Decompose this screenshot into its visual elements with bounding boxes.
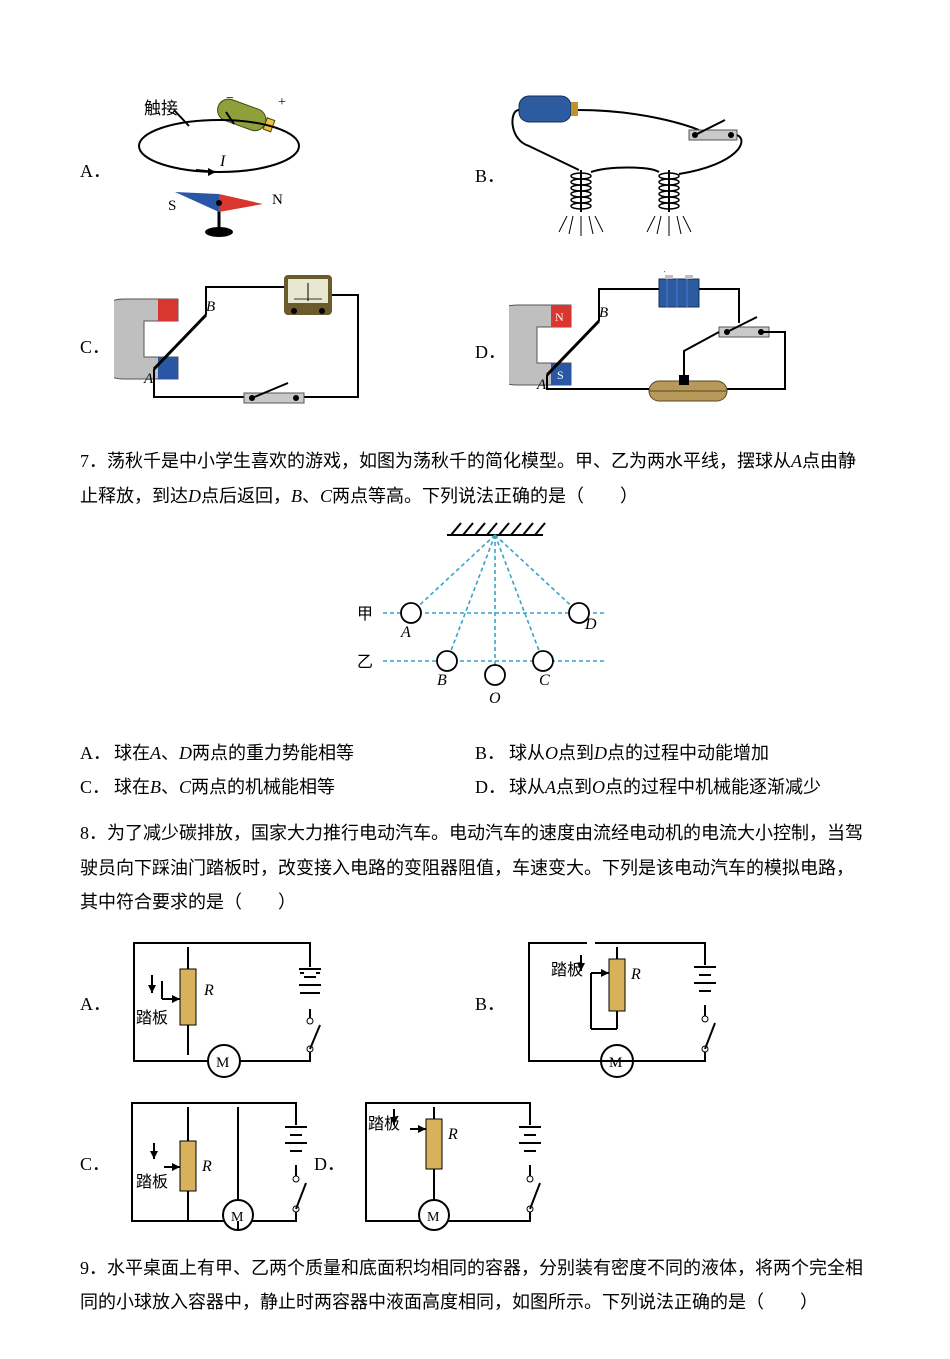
q7-sep: 、 xyxy=(302,486,320,506)
q6-A-figure: − + 触接 I xyxy=(114,90,324,251)
q7: 7．荡秋千是中小学生喜欢的游戏，如图为荡秋千的简化模型。甲、乙为两水平线，摆球从… xyxy=(80,444,870,512)
pedal-D: 踏板 xyxy=(368,1115,400,1133)
q8-C-circuit: 踏板 R M xyxy=(114,1089,314,1239)
q8-opt-C: C． 踏板 R M xyxy=(80,1089,314,1239)
q6-C-figure: A B xyxy=(114,271,374,422)
q7-options: A．球在A、D两点的重力势能相等 B．球从O点到D点的过程中动能增加 C．球在B… xyxy=(80,736,870,804)
q7-figure: 甲 乙 A D B C O xyxy=(80,521,870,722)
q6-row2: C． A B xyxy=(80,271,870,432)
page: A． − + 触接 xyxy=(0,0,950,1359)
q8-number: 8． xyxy=(80,823,107,843)
q6-A-label: A． xyxy=(80,154,114,188)
q6-D-figure: N S A B + xyxy=(509,271,809,432)
q8-row1: A． xyxy=(80,929,870,1079)
svg-text:N: N xyxy=(555,310,564,324)
q7-A: A xyxy=(791,451,802,471)
plus-label: + xyxy=(278,95,286,110)
level-jia: 甲 xyxy=(357,606,373,623)
q8-opt-D: D． 踏板 R M xyxy=(314,1089,548,1239)
current-I: I xyxy=(219,153,226,170)
rod-A: A xyxy=(143,371,154,387)
M-D: M xyxy=(427,1210,440,1225)
q8-A-circuit: 踏板 R M xyxy=(114,929,334,1079)
svg-text:S: S xyxy=(557,368,564,382)
q7-opt-D: D．球从A点到O点的过程中机械能逐渐减少 xyxy=(475,770,870,804)
q6-option-A: A． − + 触接 xyxy=(80,90,475,251)
pedal-B: 踏板 xyxy=(551,961,583,979)
R-C: R xyxy=(201,1158,212,1175)
q9-number: 9． xyxy=(80,1258,107,1278)
q8-text: 为了减少碳排放，国家大力推行电动汽车。电动汽车的速度由流经电动机的电流大小控制，… xyxy=(80,823,863,911)
q7-opt-C: C．球在B、C两点的机械能相等 xyxy=(80,770,475,804)
q7-text-pre: 荡秋千是中小学生喜欢的游戏，如图为荡秋千的简化模型。甲、乙为两水平线，摆球从 xyxy=(107,451,791,471)
q6-option-C: C． A B xyxy=(80,271,475,422)
q6-B-label: B． xyxy=(475,159,509,193)
q6-C-label: C． xyxy=(80,330,114,364)
pt-D: D xyxy=(584,616,597,633)
rod-B2: B xyxy=(599,305,608,321)
q6-row1: A． − + 触接 xyxy=(80,90,870,261)
q6-option-D: D． N S A B xyxy=(475,271,870,432)
q7-t3: 两点等高。下列说法正确的是（ ） xyxy=(332,486,638,506)
bat-minus: − xyxy=(693,271,700,276)
R-D: R xyxy=(447,1126,458,1143)
level-yi: 乙 xyxy=(357,654,373,671)
q8-opt-A: A． xyxy=(80,929,475,1079)
M-A: M xyxy=(216,1055,229,1071)
q7-opt-B: B．球从O点到D点的过程中动能增加 xyxy=(475,736,870,770)
rod-B: B xyxy=(206,299,215,315)
q7-t2: 点后返回， xyxy=(201,486,291,506)
q6-B-figure xyxy=(509,90,759,261)
q7-B: B xyxy=(291,486,302,506)
q8-D-circuit: 踏板 R M xyxy=(348,1089,548,1239)
rod-A2: A xyxy=(536,377,547,393)
q8-opt-B: B． 踏板 R xyxy=(475,929,870,1079)
R-A: R xyxy=(203,982,214,999)
pedal-A: 踏板 xyxy=(136,1009,168,1027)
q7-number: 7． xyxy=(80,451,107,471)
q7-C: C xyxy=(320,486,332,506)
pt-B: B xyxy=(437,672,447,689)
q8-B-circuit: 踏板 R M xyxy=(509,929,729,1079)
q9-text: 水平桌面上有甲、乙两个质量和底面积均相同的容器，分别装有密度不同的液体，将两个完… xyxy=(80,1258,863,1312)
q9: 9．水平桌面上有甲、乙两个质量和底面积均相同的容器，分别装有密度不同的液体，将两… xyxy=(80,1251,870,1319)
pt-A: A xyxy=(400,624,411,641)
q7-D: D xyxy=(188,486,201,506)
touch-label: 触接 xyxy=(144,99,178,118)
compass-N: N xyxy=(272,192,283,208)
minus-label: − xyxy=(226,91,234,106)
pt-C: C xyxy=(539,672,550,689)
q6-option-B: B． xyxy=(475,90,870,261)
q7-opt-A: A．球在A、D两点的重力势能相等 xyxy=(80,736,475,770)
R-B: R xyxy=(630,966,641,983)
q8: 8．为了减少碳排放，国家大力推行电动汽车。电动汽车的速度由流经电动机的电流大小控… xyxy=(80,816,870,919)
pedal-C: 踏板 xyxy=(136,1173,168,1191)
q8-row2: C． 踏板 R M xyxy=(80,1089,870,1239)
pt-O: O xyxy=(489,690,501,707)
bat-plus: + xyxy=(661,271,668,276)
M-B: M xyxy=(609,1055,622,1071)
compass-S: S xyxy=(168,198,176,214)
q6-D-label: D． xyxy=(475,335,509,369)
